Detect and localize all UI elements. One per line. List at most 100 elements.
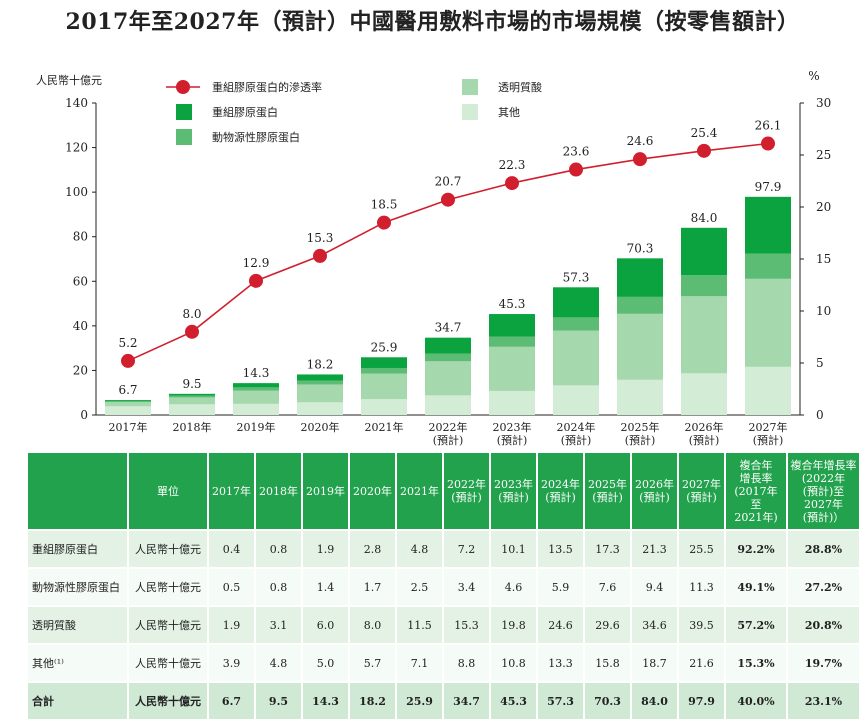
- row-unit: 人民幣十億元: [128, 567, 209, 606]
- bar-segment-animal-collagen: [617, 296, 663, 314]
- value-cell: 19.8: [490, 605, 538, 644]
- value-cell: 7.6: [584, 567, 632, 606]
- bar-segment-other: [489, 390, 535, 415]
- value-cell: 70.3: [584, 681, 632, 719]
- bar-segment-recombinant-collagen: [297, 374, 343, 381]
- table-row: 合計 人民幣十億元 6.7 9.5 14.3 18.2 25.9 34.7 45.3 57.3 70…: [28, 681, 859, 719]
- value-cell: 25.9: [396, 681, 444, 719]
- value-cell: 4.8: [255, 643, 303, 682]
- penetration-label: 24.6: [627, 134, 654, 148]
- table-row: 重組膠原蛋白 人民幣十億元 0.4 0.8 1.9 2.8 4.8 7.2 10.1 13.5 17…: [28, 529, 859, 568]
- bar-segment-hyaluronic-acid: [297, 384, 343, 403]
- row-label: 動物源性膠原蛋白: [28, 567, 129, 606]
- legend-swatch-recombinant-collagen: [176, 104, 192, 120]
- value-cell: 13.3: [537, 643, 585, 682]
- value-cell: 6.0: [302, 605, 350, 644]
- value-cell: 4.6: [490, 567, 538, 606]
- penetration-label: 23.6: [563, 145, 590, 159]
- bar-segment-recombinant-collagen: [233, 383, 279, 388]
- value-cell: 97.9: [678, 681, 726, 719]
- cagr-2017-2021-cell: 92.2%: [725, 529, 788, 568]
- bar-segment-other: [617, 379, 663, 415]
- header-cell: 2023年 (預計): [490, 453, 538, 530]
- legend-label-hyaluronic-acid: 透明質酸: [498, 80, 542, 94]
- left-tick-label: 140: [65, 96, 88, 110]
- bar-segment-other: [681, 373, 727, 415]
- bar-total-label: 34.7: [435, 321, 462, 335]
- row-label: 重組膠原蛋白: [28, 529, 129, 568]
- bar-segment-animal-collagen: [553, 317, 599, 331]
- x-tick-label: 2021年: [365, 420, 404, 434]
- value-cell: 0.8: [255, 529, 303, 568]
- value-cell: 39.5: [678, 605, 726, 644]
- value-cell: 17.3: [584, 529, 632, 568]
- left-tick-label: 0: [80, 408, 88, 422]
- bar-segment-other: [361, 399, 407, 415]
- header-cell: 2018年: [255, 453, 303, 530]
- value-cell: 24.6: [537, 605, 585, 644]
- value-cell: 1.7: [349, 567, 397, 606]
- bar-segment-other: [297, 402, 343, 415]
- bar-total-label: 45.3: [499, 297, 526, 311]
- legend-swatch-hyaluronic-acid: [462, 79, 478, 95]
- right-tick-label: 25: [816, 148, 831, 162]
- row-label: 合計: [28, 681, 129, 719]
- bar-total-label: 6.7: [118, 383, 137, 397]
- value-cell: 5.7: [349, 643, 397, 682]
- bar-segment-animal-collagen: [745, 253, 791, 279]
- value-cell: 29.6: [584, 605, 632, 644]
- bar-total-label: 97.9: [755, 180, 782, 194]
- bar-segment-other: [233, 403, 279, 415]
- cagr-2022-2027-cell: 23.1%: [787, 681, 859, 719]
- penetration-point: [121, 353, 135, 368]
- bar-total-label: 84.0: [691, 211, 718, 225]
- value-cell: 25.5: [678, 529, 726, 568]
- penetration-point: [377, 215, 391, 230]
- cagr-2022-2027-cell: 27.2%: [787, 567, 859, 606]
- value-cell: 3.9: [208, 643, 256, 682]
- bar-segment-recombinant-collagen: [425, 337, 471, 354]
- x-tick-label: 2022年(預計): [429, 420, 468, 447]
- left-tick-label: 40: [73, 319, 88, 333]
- value-cell: 18.7: [631, 643, 679, 682]
- value-cell: 57.3: [537, 681, 585, 719]
- bar-total-label: 25.9: [371, 340, 398, 354]
- penetration-label: 20.7: [435, 175, 462, 189]
- value-cell: 45.3: [490, 681, 538, 719]
- bar-segment-recombinant-collagen: [105, 400, 151, 401]
- value-cell: 13.5: [537, 529, 585, 568]
- left-tick-label: 60: [73, 274, 88, 288]
- cagr-2022-2027-cell: 28.8%: [787, 529, 859, 568]
- value-cell: 5.9: [537, 567, 585, 606]
- x-tick-label: 2017年: [109, 420, 148, 434]
- cagr-2017-2021-cell: 57.2%: [725, 605, 788, 644]
- bar-total-label: 57.3: [563, 270, 590, 284]
- bar-segment-animal-collagen: [681, 275, 727, 297]
- right-tick-label: 5: [816, 356, 824, 370]
- right-tick-label: 30: [816, 96, 831, 110]
- value-cell: 11.5: [396, 605, 444, 644]
- x-tick-label: 2026年(預計): [685, 420, 724, 447]
- table-row: 透明質酸 人民幣十億元 1.9 3.1 6.0 8.0 11.5 15.3 19.8 24.6 29…: [28, 605, 859, 644]
- x-tick-label: 2027年(預計): [749, 420, 788, 447]
- bar-segment-recombinant-collagen: [361, 357, 407, 368]
- table-row: 動物源性膠原蛋白 人民幣十億元 0.5 0.8 1.4 1.7 2.5 3.4 4.6 5.9 7.…: [28, 567, 859, 606]
- bar-total-label: 18.2: [307, 357, 334, 371]
- bar-segment-recombinant-collagen: [617, 258, 663, 297]
- header-cell: 2022年 (預計): [443, 453, 491, 530]
- bar-segment-hyaluronic-acid: [169, 397, 215, 405]
- x-tick-label: 2025年(預計): [621, 420, 660, 447]
- bar-total-label: 9.5: [182, 377, 201, 391]
- bar-segment-hyaluronic-acid: [553, 330, 599, 386]
- penetration-label: 12.9: [243, 256, 270, 270]
- value-cell: 10.1: [490, 529, 538, 568]
- header-cell: 2019年: [302, 453, 350, 530]
- legend-swatch-other: [462, 104, 478, 120]
- penetration-label: 15.3: [307, 231, 334, 245]
- penetration-point: [761, 136, 775, 151]
- value-cell: 21.6: [678, 643, 726, 682]
- bar-segment-recombinant-collagen: [553, 287, 599, 318]
- penetration-point: [697, 143, 711, 158]
- row-unit: 人民幣十億元: [128, 681, 209, 719]
- value-cell: 2.8: [349, 529, 397, 568]
